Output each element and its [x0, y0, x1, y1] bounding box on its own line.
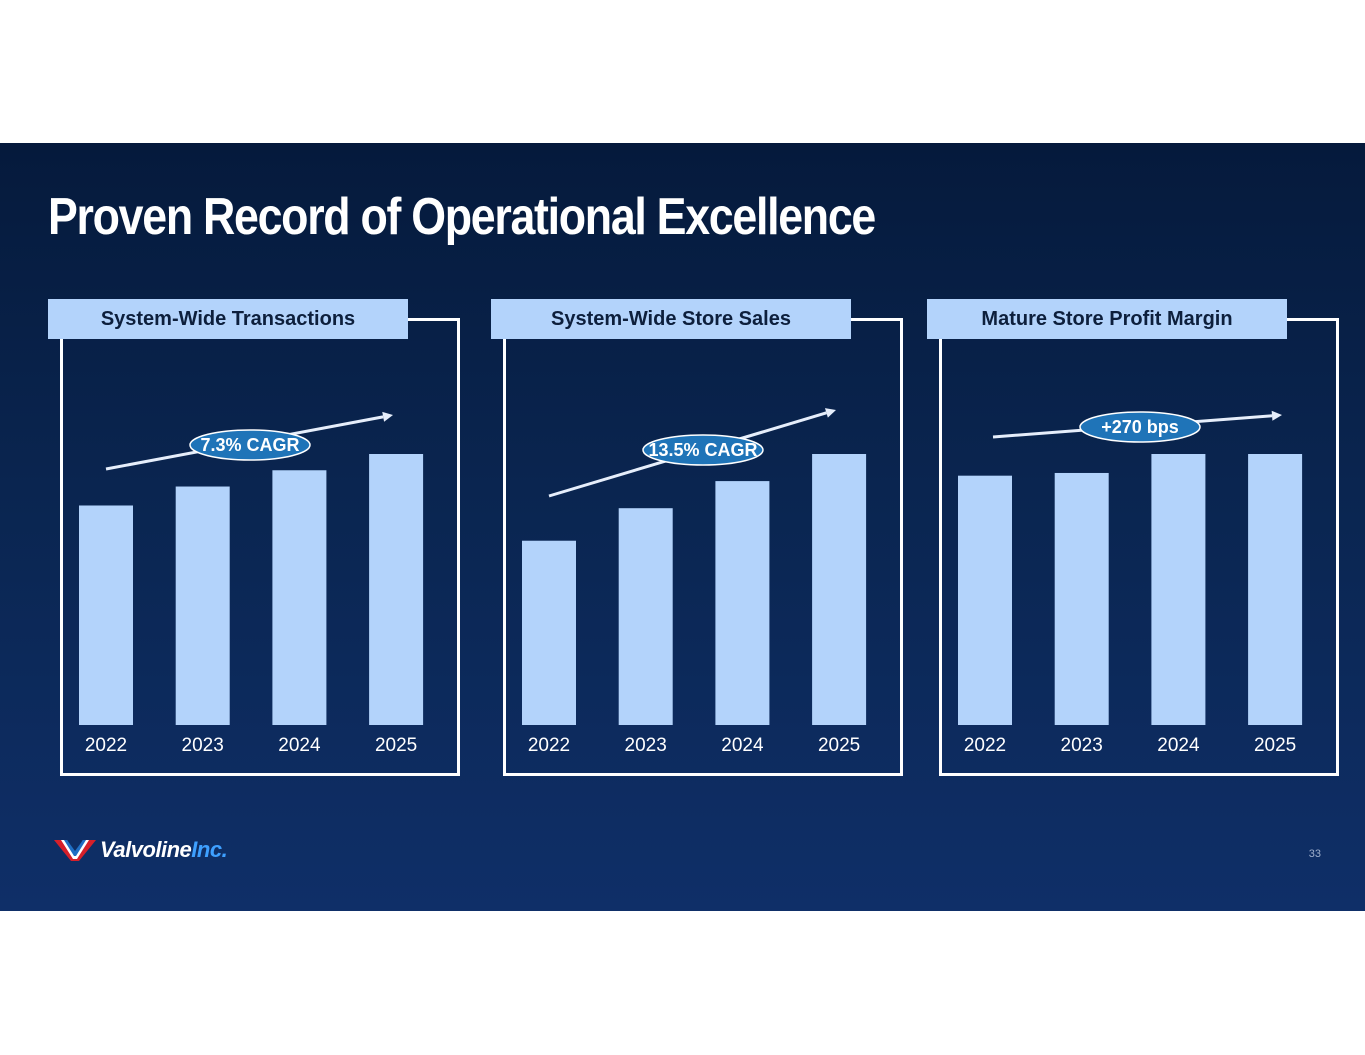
logo-wordmark: Valvoline: [100, 837, 192, 862]
chart-svg: 2022 2023 2024 2025 13.5% CAGR: [522, 408, 867, 756]
bar-2024: [715, 481, 770, 725]
chart-svg: 2022 2023 2024 2025 7.3% CAGR: [79, 411, 424, 756]
x-tick-label: 2023: [625, 735, 667, 756]
bar-2025: [812, 454, 867, 725]
valvoline-v-icon: [54, 840, 96, 861]
chart-title: System-Wide Store Sales: [491, 299, 851, 339]
chart-svg: 2022 2023 2024 2025 +270 bps: [958, 410, 1303, 756]
bar-2025: [369, 454, 424, 725]
x-tick-label: 2023: [182, 735, 224, 756]
bar-2023: [618, 508, 673, 725]
page-number: 33: [1308, 848, 1321, 860]
valvoline-logo: Valvoline Inc.: [54, 836, 228, 864]
trend-arrow-head: [1271, 410, 1282, 421]
x-tick-label: 2025: [375, 735, 417, 756]
bar-2023: [1054, 472, 1109, 725]
bar-2022: [958, 475, 1012, 725]
chart-panel-transactions: System-Wide Transactions 2022 2023 2024 202…: [48, 298, 466, 783]
chart-title: System-Wide Transactions: [48, 299, 408, 339]
bar-2022: [79, 505, 133, 725]
bar-2025: [1248, 454, 1303, 725]
x-tick-label: 2023: [1061, 735, 1103, 756]
annotation-badge: [189, 429, 311, 461]
x-tick-label: 2024: [278, 735, 321, 756]
x-tick-label: 2024: [1157, 735, 1200, 756]
trend-arrow-head: [824, 408, 836, 418]
page-title: Proven Record of Operational Excellence: [48, 188, 876, 246]
bar-2024: [1151, 454, 1206, 725]
slide: Proven Record of Operational Excellence …: [0, 143, 1365, 911]
x-tick-label: 2022: [85, 735, 127, 756]
chart-panel-profit-margin: Mature Store Profit Margin 2022 2023 2024 2…: [927, 298, 1345, 783]
annotation-badge: [642, 434, 764, 466]
annotation-label: +270 bps: [1101, 417, 1179, 437]
x-tick-label: 2025: [818, 735, 860, 756]
x-tick-label: 2022: [964, 735, 1006, 756]
bar-2024: [272, 470, 327, 725]
logo-suffix: Inc.: [191, 837, 228, 862]
annotation-badge: [1079, 411, 1201, 443]
bar-2022: [522, 540, 576, 725]
x-tick-label: 2025: [1254, 735, 1296, 756]
chart-panel-store-sales: System-Wide Store Sales 2022 2023 2024 2025…: [491, 298, 909, 783]
annotation-label: 13.5% CAGR: [648, 440, 757, 460]
chart-title: Mature Store Profit Margin: [927, 299, 1287, 339]
annotation-label: 7.3% CAGR: [200, 435, 299, 455]
bar-2023: [175, 486, 230, 725]
trend-arrow-head: [382, 411, 393, 422]
x-tick-label: 2022: [528, 735, 570, 756]
x-tick-label: 2024: [721, 735, 764, 756]
